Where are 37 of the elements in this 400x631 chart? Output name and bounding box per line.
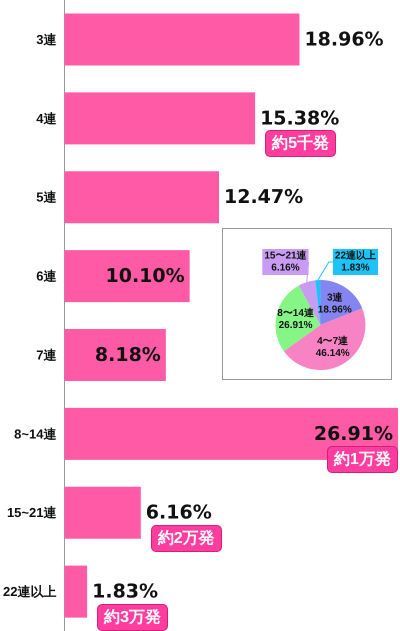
slice-label: 3連 bbox=[326, 291, 344, 304]
y-tick-label: 6連 bbox=[36, 268, 58, 284]
data-label: 6.16% bbox=[271, 262, 300, 274]
bar bbox=[64, 486, 141, 539]
y-tick-label: 3連 bbox=[36, 32, 58, 47]
bar bbox=[64, 13, 300, 66]
data-label: 12.47% bbox=[224, 186, 304, 208]
y-tick-label: 7連 bbox=[36, 347, 58, 362]
data-label: 1.83% bbox=[92, 580, 158, 603]
data-label: 10.10% bbox=[106, 265, 185, 288]
slice-label: 15〜21連 bbox=[264, 250, 308, 262]
data-label: 1.83% bbox=[341, 262, 370, 274]
slice-label: 4〜7連 bbox=[317, 334, 350, 347]
annotation: 約1万発 bbox=[327, 446, 398, 473]
data-label: 46.14% bbox=[316, 348, 350, 359]
bar bbox=[64, 92, 256, 144]
data-label: 18.96% bbox=[304, 28, 384, 50]
y-tick-label: 8~14連 bbox=[14, 426, 58, 442]
annotation: 約2万発 bbox=[150, 524, 222, 552]
data-label: 15.38% bbox=[260, 107, 340, 130]
y-tick-label: 4連 bbox=[36, 110, 58, 126]
data-label: 26.91% bbox=[278, 320, 313, 331]
y-tick-label: 22連以上 bbox=[2, 584, 56, 600]
data-label: 8.18% bbox=[94, 344, 161, 366]
data-label: 18.96% bbox=[318, 304, 352, 316]
slice-label: 22連以上 bbox=[334, 250, 376, 262]
bar bbox=[64, 566, 88, 618]
bar bbox=[64, 250, 190, 302]
data-label: 26.91% bbox=[314, 422, 393, 445]
annotation: 約3万発 bbox=[97, 604, 168, 631]
data-label: 6.16% bbox=[146, 502, 212, 524]
y-tick-label: 5連 bbox=[36, 190, 58, 205]
slice-label: 8〜14連 bbox=[277, 306, 315, 319]
bar bbox=[64, 171, 220, 224]
annotation: 約5千発 bbox=[265, 130, 336, 158]
bar bbox=[64, 328, 166, 381]
y-tick-label: 15~21連 bbox=[6, 505, 58, 520]
